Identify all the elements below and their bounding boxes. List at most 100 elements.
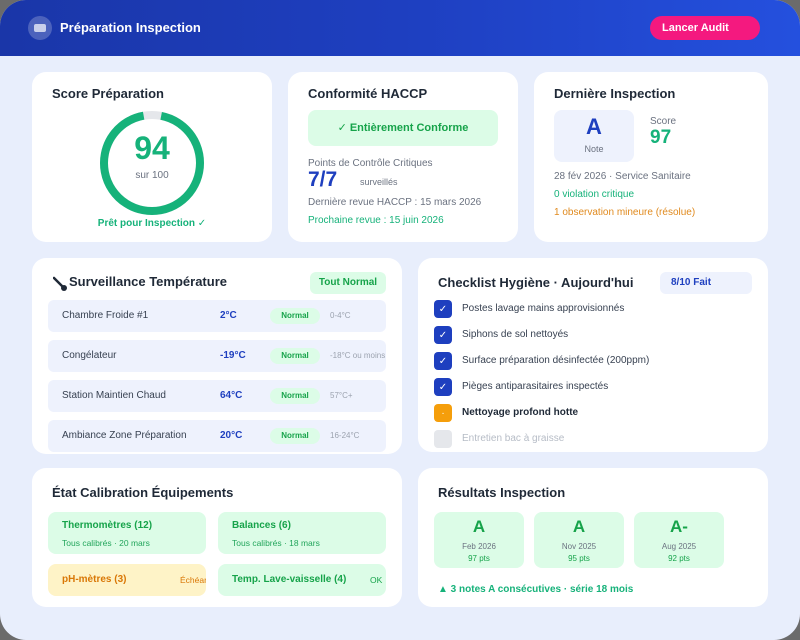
calibration-status: Échéance bbox=[180, 575, 206, 585]
result-date: Feb 2026 bbox=[462, 542, 496, 551]
checklist-item: ✓ Surface préparation désinfectée (200pp… bbox=[434, 352, 754, 370]
result-date: Aug 2025 bbox=[661, 542, 697, 551]
equipment-name: pH-mètres (3) bbox=[62, 574, 127, 585]
calibration-card: État Calibration Équipements Thermomètre… bbox=[32, 468, 402, 607]
streak-summary: ▲ 3 notes A consécutives · série 18 mois bbox=[438, 584, 634, 595]
checkbox-unchecked[interactable] bbox=[434, 430, 452, 448]
launch-audit-button[interactable]: Lancer Audit bbox=[650, 16, 760, 40]
checklist-item: ✓ Siphons de sol nettoyés bbox=[434, 326, 754, 344]
zone-range: 57°C+ bbox=[330, 391, 353, 400]
haccp-card: Conformité HACCP ✓ Entièrement Conforme … bbox=[288, 72, 518, 242]
calibration-status: OK bbox=[370, 575, 383, 585]
checklist-item: Entretien bac à graisse bbox=[434, 430, 754, 448]
checklist-label: Entretien bac à graisse bbox=[462, 433, 565, 444]
checklist-item: · Nettoyage profond hotte bbox=[434, 404, 754, 422]
card-title: État Calibration Équipements bbox=[52, 485, 234, 500]
checklist-label: Pièges antiparasitaires inspectés bbox=[462, 381, 609, 392]
zone-temp: 20°C bbox=[220, 430, 243, 441]
score-card: Score Préparation 94 sur 100 Prêt pour I… bbox=[32, 72, 272, 242]
zone-temp: 2°C bbox=[220, 310, 237, 321]
next-review: Prochaine revue : 15 juin 2026 bbox=[308, 215, 444, 226]
zone-name: Ambiance Zone Préparation bbox=[62, 430, 187, 441]
result-points: 97 pts bbox=[468, 554, 490, 563]
temperature-row[interactable]: Chambre Froide #1 2°C Normal 0-4°C bbox=[48, 300, 386, 332]
inspection-results-card: Résultats Inspection A Feb 2026 97 pts A… bbox=[418, 468, 768, 607]
status-badge: Normal bbox=[270, 388, 320, 404]
grade-label: Note bbox=[584, 144, 604, 154]
result-tile[interactable]: A Feb 2026 97 pts bbox=[434, 512, 524, 568]
result-date: Nov 2025 bbox=[561, 542, 597, 551]
temperature-card: Surveillance Température Tout Normal Cha… bbox=[32, 258, 402, 454]
checkbox-checked[interactable]: ✓ bbox=[434, 326, 452, 344]
calibration-status: Tous calibrés · 18 mars bbox=[232, 538, 320, 548]
checkbox-checked[interactable]: ✓ bbox=[434, 378, 452, 396]
checklist-label: Surface préparation désinfectée (200ppm) bbox=[462, 355, 650, 366]
calibration-item[interactable]: pH-mètres (3) Échéance bbox=[48, 564, 206, 596]
grade-box: A Note bbox=[554, 110, 634, 162]
score-ring: 94 sur 100 bbox=[99, 110, 205, 216]
card-title: Score Préparation bbox=[52, 86, 164, 101]
card-title: Checklist Hygiène · Aujourd'hui bbox=[438, 275, 634, 290]
grade-letter: A bbox=[586, 114, 602, 139]
zone-name: Chambre Froide #1 bbox=[62, 310, 149, 321]
ccp-suffix: surveillés bbox=[360, 177, 398, 187]
equipment-name: Temp. Lave-vaisselle (4) bbox=[232, 574, 347, 585]
last-review: Dernière revue HACCP : 15 mars 2026 bbox=[308, 197, 482, 208]
overall-status-badge: Tout Normal bbox=[310, 272, 386, 294]
checkbox-checked[interactable]: ✓ bbox=[434, 352, 452, 370]
checklist-label: Nettoyage profond hotte bbox=[462, 407, 579, 418]
temperature-row[interactable]: Congélateur -19°C Normal -18°C ou moins bbox=[48, 340, 386, 372]
ccp-value: 7/7 bbox=[308, 168, 338, 191]
result-points: 95 pts bbox=[568, 554, 590, 563]
zone-temp: -19°C bbox=[220, 350, 246, 361]
card-title: Surveillance Température bbox=[69, 274, 227, 289]
clipboard-icon bbox=[28, 16, 52, 40]
calibration-item[interactable]: Balances (6) Tous calibrés · 18 mars bbox=[218, 512, 386, 554]
zone-name: Congélateur bbox=[62, 350, 117, 361]
score-max-label: sur 100 bbox=[135, 170, 169, 181]
checkbox-pending[interactable]: · bbox=[434, 404, 452, 422]
calibration-status: Tous calibrés · 20 mars bbox=[62, 538, 150, 548]
status-badge: Normal bbox=[270, 348, 320, 364]
result-tile[interactable]: A- Aug 2025 92 pts bbox=[634, 512, 724, 568]
checkbox-checked[interactable]: ✓ bbox=[434, 300, 452, 318]
equipment-name: Thermomètres (12) bbox=[62, 520, 153, 531]
header-bar: Préparation Inspection Lancer Audit bbox=[0, 0, 800, 56]
checklist-item: ✓ Postes lavage mains approvisionnés bbox=[434, 300, 754, 318]
equipment-name: Balances (6) bbox=[232, 520, 291, 531]
observations-text: 1 observation mineure (résolue) bbox=[554, 207, 696, 218]
zone-range: 16-24°C bbox=[330, 431, 360, 440]
result-grade: A bbox=[572, 517, 586, 536]
status-badge: Normal bbox=[270, 308, 320, 324]
score-label: Score bbox=[650, 116, 677, 127]
result-grade: A bbox=[472, 517, 486, 536]
checklist-label: Siphons de sol nettoyés bbox=[462, 329, 569, 340]
last-inspection-card: Dernière Inspection A Note Score 97 28 f… bbox=[534, 72, 768, 242]
readiness-status: Prêt pour Inspection ✓ bbox=[97, 218, 207, 229]
calibration-item[interactable]: Temp. Lave-vaisselle (4) OK bbox=[218, 564, 386, 596]
zone-range: 0-4°C bbox=[330, 311, 351, 320]
status-badge: Normal bbox=[270, 428, 320, 444]
checklist-label: Postes lavage mains approvisionnés bbox=[462, 303, 625, 314]
violations-text: 0 violation critique bbox=[554, 189, 635, 200]
card-title: Dernière Inspection bbox=[554, 86, 676, 101]
card-title: Conformité HACCP bbox=[308, 86, 428, 101]
card-title: Résultats Inspection bbox=[438, 485, 566, 500]
result-tile[interactable]: A Nov 2025 95 pts bbox=[534, 512, 624, 568]
thermometer-icon bbox=[53, 276, 67, 291]
zone-range: -18°C ou moins bbox=[330, 351, 386, 360]
inspection-date: 28 fév 2026 · Service Sanitaire bbox=[554, 171, 691, 182]
calibration-item[interactable]: Thermomètres (12) Tous calibrés · 20 mar… bbox=[48, 512, 206, 554]
result-points: 92 pts bbox=[668, 554, 690, 563]
app-title: Préparation Inspection bbox=[60, 20, 201, 35]
result-grade: A- bbox=[670, 517, 688, 536]
zone-name: Station Maintien Chaud bbox=[62, 390, 166, 401]
temperature-row[interactable]: Ambiance Zone Préparation 20°C Normal 16… bbox=[48, 420, 386, 452]
ccp-label: Points de Contrôle Critiques bbox=[308, 158, 433, 169]
temperature-row[interactable]: Station Maintien Chaud 64°C Normal 57°C+ bbox=[48, 380, 386, 412]
hygiene-checklist-card: Checklist Hygiène · Aujourd'hui 8/10 Fai… bbox=[418, 258, 768, 452]
checklist-item: ✓ Pièges antiparasitaires inspectés bbox=[434, 378, 754, 396]
score-value: 94 bbox=[134, 130, 170, 166]
progress-badge: 8/10 Fait bbox=[660, 272, 752, 294]
